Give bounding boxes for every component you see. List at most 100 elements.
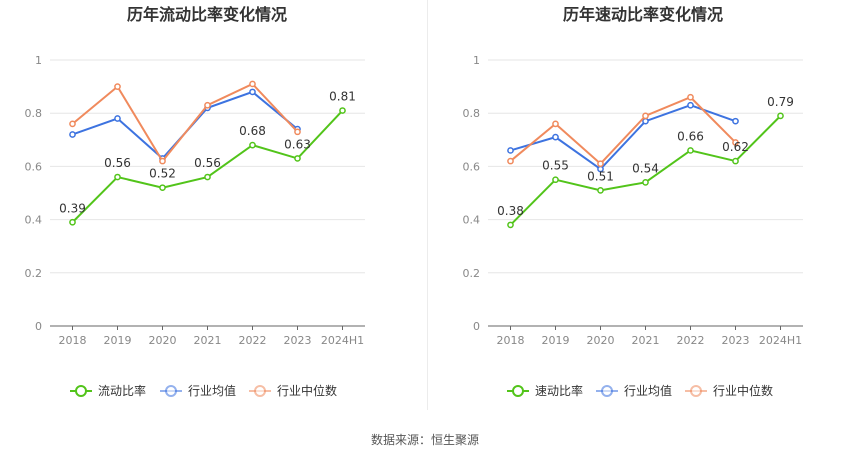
x-tick-label: 2018 [59, 334, 87, 347]
data-point [687, 93, 694, 101]
data-label: 0.39 [59, 201, 86, 215]
data-point [642, 117, 649, 125]
data-point [159, 157, 166, 165]
data-label: 0.81 [329, 90, 356, 104]
chart-panel-2: 历年速动比率变化情况 0 0.2 0.4 0.6 0.8 1 2018 2019 2020 2021… [463, 5, 803, 398]
x-tick-label: 2024H1 [321, 334, 364, 347]
data-point [507, 147, 514, 154]
data-label: 0.54 [632, 161, 659, 175]
data-point [507, 157, 514, 165]
data-point [249, 80, 256, 88]
y-tick-label: 0.6 [25, 160, 43, 173]
data-label: 0.55 [542, 159, 569, 173]
x-tick-label: 2022 [677, 334, 705, 347]
data-point [732, 117, 739, 125]
data-point [114, 115, 121, 122]
legend-label: 行业中位数 [277, 383, 337, 398]
data-point [114, 83, 121, 90]
x-tick-label: 2021 [632, 334, 660, 347]
data-point [69, 120, 76, 128]
legend-marker-icon [254, 385, 266, 397]
legend-item-3: 行业中位数 [249, 383, 337, 398]
x-tick-label: 2021 [194, 334, 222, 347]
data-label: 0.62 [722, 140, 749, 154]
legend-label: 行业均值 [624, 383, 672, 398]
data-label: 0.38 [497, 204, 524, 218]
series-line [71, 82, 299, 163]
data-label: 0.56 [104, 156, 131, 170]
data-point [159, 184, 166, 192]
x-tick-label: 2020 [587, 334, 615, 347]
data-point [249, 88, 256, 96]
panel-divider [427, 0, 428, 410]
x-tick-label: 2023 [284, 334, 312, 347]
data-point [552, 120, 559, 128]
data-source: 数据来源：恒生聚源 [0, 431, 850, 448]
data-point [249, 141, 256, 149]
legend-item-1: 速动比率 [507, 383, 583, 398]
data-point [507, 221, 514, 229]
data-point [294, 128, 301, 136]
x-tick-label: 2019 [542, 334, 570, 347]
data-point [687, 101, 694, 109]
data-point [597, 160, 604, 168]
data-point [552, 176, 559, 184]
data-label: 0.56 [194, 156, 221, 170]
legend-label: 行业中位数 [713, 383, 773, 398]
data-label: 0.68 [239, 124, 266, 138]
legend-label: 流动比率 [98, 383, 146, 398]
legend-marker-icon [690, 385, 702, 397]
data-label: 0.79 [767, 95, 794, 109]
data-point [114, 173, 121, 181]
y-tick-label: 0.8 [25, 107, 43, 120]
x-tick-label: 2022 [239, 334, 267, 347]
data-label: 0.52 [149, 167, 176, 181]
y-tick-label: 0.4 [463, 214, 481, 227]
data-point [69, 131, 76, 138]
data-point [69, 218, 76, 226]
data-point [777, 112, 784, 120]
data-point [687, 147, 694, 154]
data-point [204, 101, 211, 109]
data-label: 0.51 [587, 169, 614, 183]
legend-label: 速动比率 [535, 383, 583, 398]
y-tick-label: 0 [473, 320, 480, 333]
source-name: 恒生聚源 [431, 433, 480, 447]
series-line [510, 104, 736, 171]
data-point [642, 112, 649, 120]
y-tick-label: 1 [35, 54, 42, 67]
legend-marker-icon [601, 385, 613, 397]
data-point [552, 133, 559, 141]
data-point [732, 139, 739, 146]
y-tick-label: 0.8 [463, 107, 481, 120]
y-tick-label: 0.2 [463, 267, 481, 280]
data-point [204, 173, 211, 181]
data-label: 0.66 [677, 129, 704, 143]
x-tick-label: 2018 [497, 334, 525, 347]
x-tick-label: 2024H1 [759, 334, 802, 347]
x-tick-label: 2020 [149, 334, 177, 347]
y-tick-label: 0 [35, 320, 42, 333]
data-point [294, 155, 301, 162]
y-tick-label: 1 [473, 54, 480, 67]
legend-marker-icon [165, 385, 177, 397]
data-point [597, 186, 604, 194]
y-tick-label: 0.6 [463, 160, 481, 173]
data-point [339, 107, 346, 114]
legend-label: 行业均值 [188, 383, 236, 398]
chart-title: 历年速动比率变化情况 [563, 5, 723, 24]
data-point [732, 157, 739, 165]
series-line [509, 96, 737, 166]
y-tick-label: 0.4 [25, 214, 43, 227]
legend-item-2: 行业均值 [160, 383, 236, 398]
legend-item-1: 流动比率 [70, 383, 146, 398]
source-label: 数据来源： [370, 433, 431, 447]
x-tick-label: 2023 [722, 334, 750, 347]
data-label: 0.63 [284, 137, 311, 151]
legend-marker-icon [512, 385, 524, 397]
x-tick-label: 2019 [104, 334, 132, 347]
legend-item-3: 行业中位数 [685, 383, 773, 398]
data-point [642, 179, 649, 186]
